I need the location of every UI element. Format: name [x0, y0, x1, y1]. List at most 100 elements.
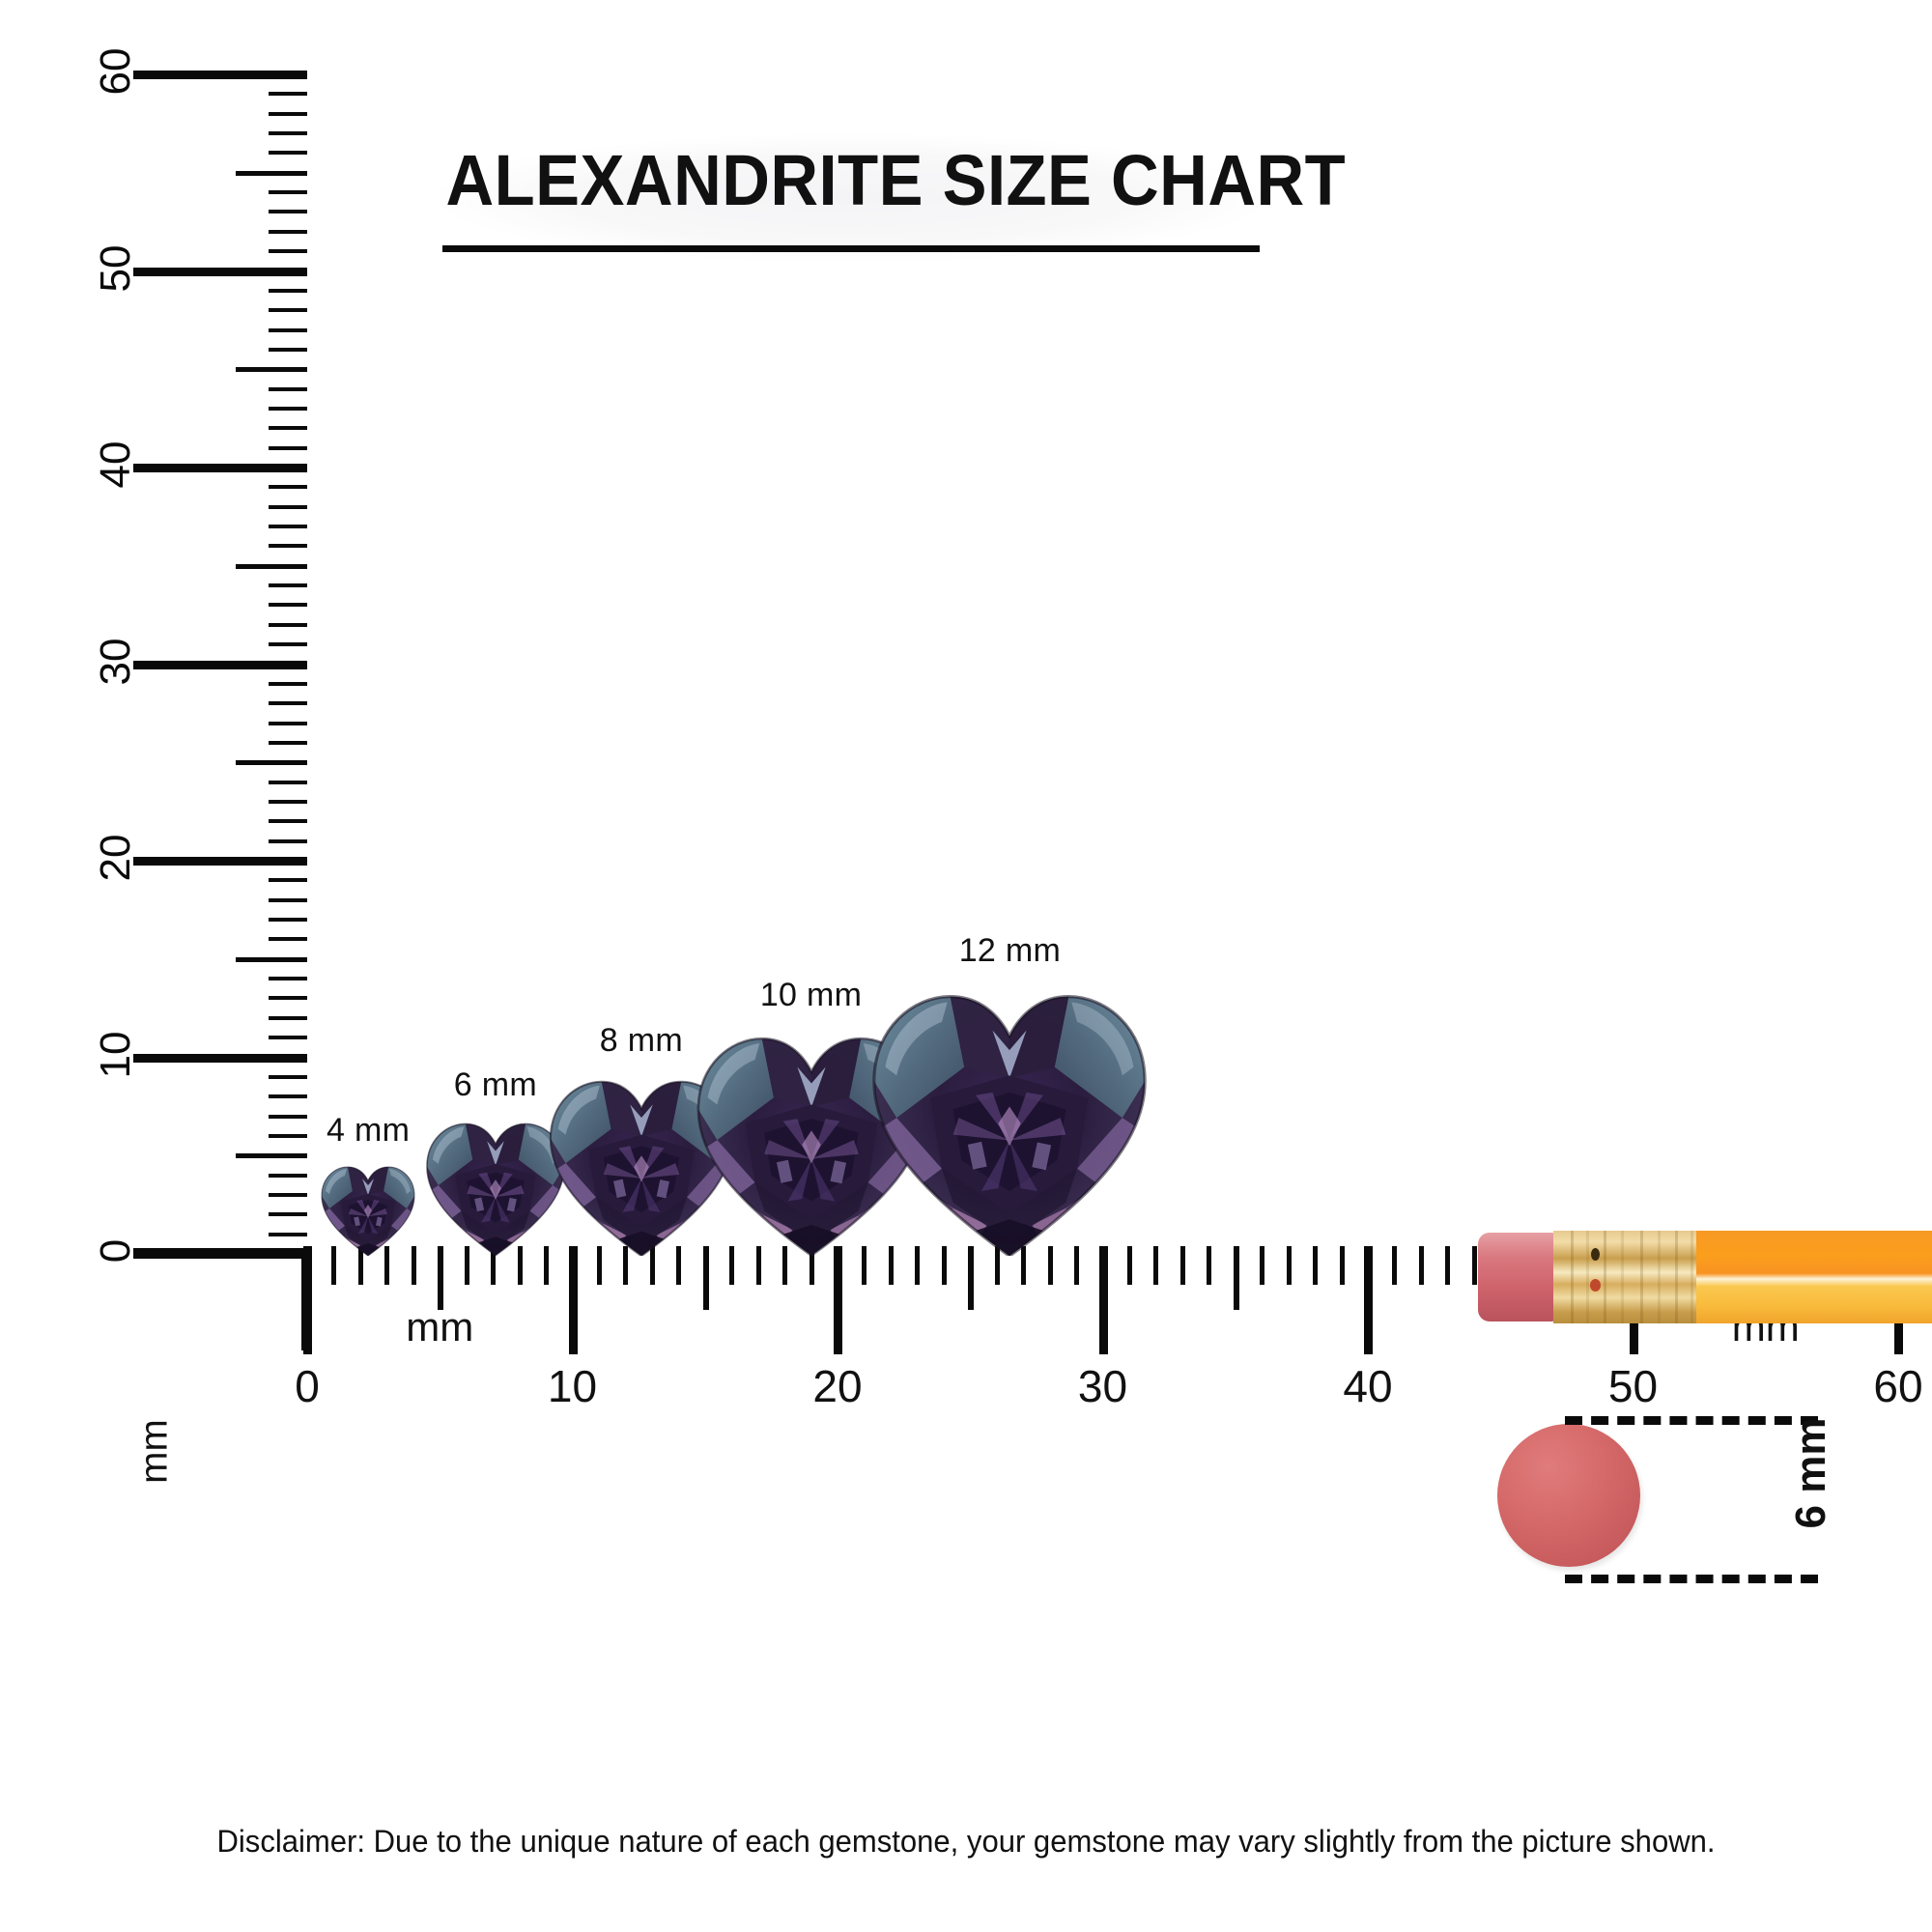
hruler-tick-29: [1074, 1246, 1080, 1285]
vruler-tick-50: [133, 267, 307, 276]
vruler-tick-28: [269, 701, 307, 706]
hruler-tick-23: [915, 1246, 921, 1285]
vruler-tick-54: [269, 190, 307, 195]
vruler-tick-5: [236, 1153, 307, 1159]
vruler-tick-35: [236, 563, 307, 569]
ferrule-mark-lower: [1590, 1279, 1601, 1292]
vruler-tick-9: [269, 1074, 307, 1079]
hruler-tick-6: [464, 1246, 469, 1285]
hruler-tick-25: [968, 1246, 975, 1310]
hruler-label-30: 30: [1077, 1361, 1128, 1411]
gemstone-label-8mm: 8 mm: [599, 1021, 683, 1059]
vruler-tick-34: [269, 583, 307, 588]
gemstone-label-12mm: 12 mm: [958, 931, 1062, 969]
vruler-tick-60: [133, 71, 307, 79]
hruler-tick-26: [994, 1246, 1000, 1285]
hruler-tick-21: [862, 1246, 867, 1285]
vruler-tick-45: [236, 367, 307, 373]
vruler-tick-58: [269, 111, 307, 116]
gem-svg: [321, 1166, 415, 1256]
title-block: ALEXANDRITE SIZE CHART: [348, 126, 1352, 270]
vruler-label-60: 60: [92, 47, 139, 96]
hruler-tick-42: [1418, 1246, 1424, 1285]
hruler-tick-8: [517, 1246, 523, 1285]
vruler-tick-13: [269, 996, 307, 1001]
hruler-tick-11: [596, 1246, 602, 1285]
hruler-tick-35: [1233, 1246, 1239, 1310]
vruler-tick-14: [269, 977, 307, 981]
hruler-tick-5: [438, 1246, 444, 1310]
gemstone-4mm: [320, 1162, 416, 1256]
gemstone-6mm: [424, 1117, 567, 1256]
hruler-tick-3: [384, 1246, 390, 1285]
pencil-eraser-tip: [1478, 1233, 1557, 1321]
hruler-tick-2: [357, 1246, 363, 1285]
hruler-tick-36: [1260, 1246, 1265, 1285]
vruler-tick-42: [269, 426, 307, 431]
vruler-tick-26: [269, 740, 307, 745]
ferrule-ridge-6: [1675, 1231, 1678, 1323]
hruler-tick-15: [702, 1246, 709, 1310]
hruler-unit-label-0: mm: [406, 1304, 474, 1350]
page-title: ALEXANDRITE SIZE CHART: [445, 140, 1347, 220]
vruler-tick-3: [269, 1192, 307, 1197]
hruler-tick-40: [1364, 1246, 1373, 1354]
hruler-tick-32: [1153, 1246, 1159, 1285]
hruler-tick-24: [941, 1246, 947, 1285]
hruler-tick-31: [1126, 1246, 1132, 1285]
vruler-tick-23: [269, 799, 307, 804]
vruler-label-40: 40: [92, 440, 139, 489]
hruler-tick-10: [568, 1246, 578, 1354]
ferrule-ridge-3: [1621, 1231, 1624, 1323]
hruler-tick-16: [729, 1246, 735, 1285]
vruler-tick-53: [269, 210, 307, 214]
disclaimer-text: Disclaimer: Due to the unique nature of …: [216, 1824, 1716, 1859]
vruler-tick-59: [269, 92, 307, 97]
vruler-tick-51: [269, 249, 307, 254]
hruler-tick-39: [1339, 1246, 1345, 1285]
hruler-tick-7: [491, 1246, 497, 1285]
hruler-tick-12: [623, 1246, 629, 1285]
hruler-label-60: 60: [1873, 1361, 1923, 1411]
vruler-label-50: 50: [92, 244, 139, 292]
vruler-label-20: 20: [92, 834, 139, 882]
ferrule-ridge-5: [1658, 1231, 1661, 1323]
hruler-label-50: 50: [1607, 1361, 1659, 1411]
hruler-label-10: 10: [547, 1361, 598, 1411]
hruler-label-0: 0: [295, 1361, 320, 1411]
vruler-tick-39: [269, 485, 307, 490]
vruler-label-30: 30: [92, 638, 139, 685]
vruler-tick-55: [236, 170, 307, 176]
ferrule-mark-upper: [1591, 1248, 1600, 1261]
vruler-tick-43: [269, 406, 307, 411]
vruler-tick-20: [133, 857, 307, 866]
vruler-tick-16: [269, 937, 307, 942]
ferrule-ridge-4: [1640, 1231, 1643, 1323]
hruler-tick-37: [1286, 1246, 1292, 1285]
vruler-tick-15: [236, 956, 307, 962]
gemstone-label-10mm: 10 mm: [759, 977, 863, 1014]
vruler-tick-18: [269, 897, 307, 902]
vruler-tick-31: [269, 642, 307, 647]
hruler-tick-4: [411, 1246, 416, 1285]
vertical-ruler: 0 10 20 30 40 50 60: [0, 0, 319, 1642]
hruler-tick-27: [1021, 1246, 1027, 1285]
gemstone-12mm: [868, 982, 1151, 1256]
vruler-tick-2: [269, 1212, 307, 1217]
hruler-tick-1: [331, 1246, 337, 1285]
hruler-tick-38: [1313, 1246, 1319, 1285]
hruler-tick-18: [782, 1246, 788, 1285]
vruler-tick-46: [269, 347, 307, 352]
pencil-reference: [1478, 1219, 1932, 1335]
eraser-size-label: 6 mm: [1787, 1417, 1834, 1529]
vruler-tick-12: [269, 1015, 307, 1020]
vruler-tick-38: [269, 504, 307, 509]
vruler-tick-25: [236, 760, 307, 766]
hruler-tick-28: [1047, 1246, 1053, 1285]
vruler-label-10: 10: [92, 1031, 139, 1078]
eraser-callout-top-line: [1565, 1416, 1818, 1425]
title-underline: [442, 245, 1260, 252]
vruler-tick-40: [133, 464, 307, 472]
hruler-tick-17: [755, 1246, 761, 1285]
vruler-tick-24: [269, 780, 307, 784]
